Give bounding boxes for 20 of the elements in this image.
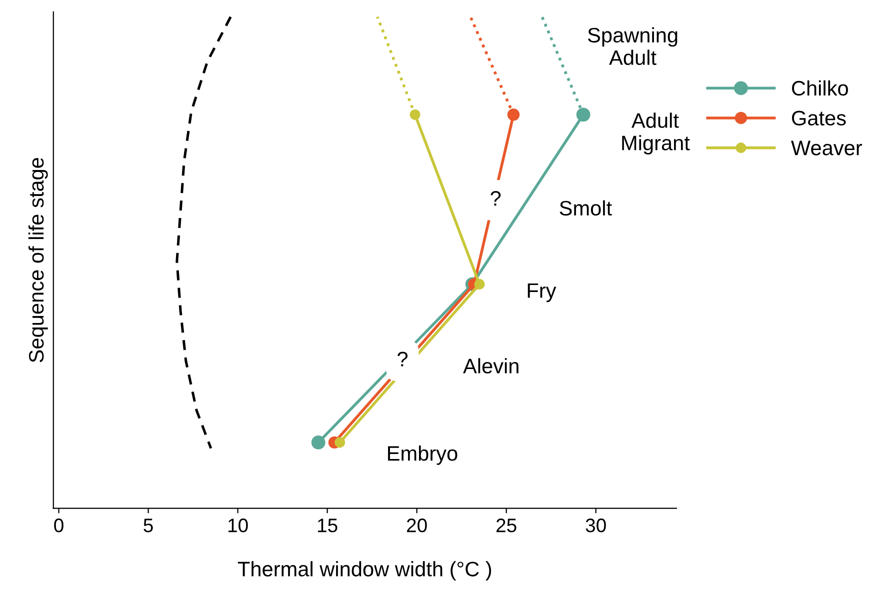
annotation: Alevin [463,358,518,374]
annotation: Adult Migrant [622,112,690,154]
x-tick-label: 10 [228,518,248,532]
annotation: Embryo [388,445,458,465]
x-axis-title: Thermal window width (°C ) [238,561,492,581]
legend-label: Gates [792,110,846,126]
x-tick-label: 20 [406,518,427,532]
legend-label: Chilko [792,80,848,96]
legend-label: Weaver [791,140,862,156]
annotation: ? [398,352,408,366]
x-tick-label: 15 [318,518,338,532]
annotation: Fry [528,283,556,302]
annotation: Smolt [560,200,612,216]
x-tick-label: 30 [586,518,606,532]
annotation: ? [490,191,501,206]
x-tick-label: 5 [144,518,153,532]
y-axis-title: Sequence of life stage [28,158,48,362]
x-tick-label: 0 [54,518,64,532]
x-tick-label: 25 [496,518,516,532]
annotation: Spawning Adult [588,27,678,66]
